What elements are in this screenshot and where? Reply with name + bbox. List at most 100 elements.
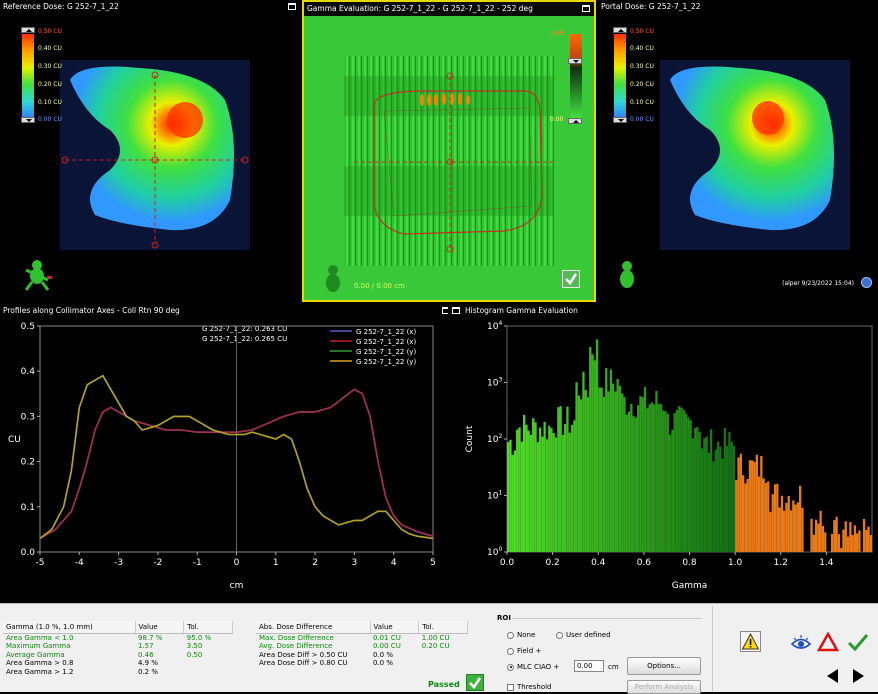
maximize-icon[interactable] <box>288 3 296 10</box>
histogram-bar <box>737 457 740 552</box>
gamma-results-table: Gamma (1.0 %, 1.0 mm) Value Tol. Area Ga… <box>3 621 233 676</box>
histogram-bar <box>739 453 742 552</box>
histogram-bar <box>773 484 777 552</box>
histogram-bar <box>561 434 565 552</box>
colorbar-up-button[interactable] <box>613 27 627 33</box>
histogram-bar <box>662 410 665 552</box>
gamma-header: Gamma (1.0 %, 1.0 mm) <box>3 621 136 634</box>
y-tick-label: 0.4 <box>21 367 36 377</box>
colorbar-down-button[interactable] <box>21 117 35 123</box>
x-tick-label: 3 <box>352 558 358 568</box>
histogram-bar <box>689 420 692 552</box>
margin-input[interactable] <box>574 660 604 672</box>
colorbar-down-button[interactable] <box>568 58 582 64</box>
histogram-bar <box>648 404 651 552</box>
x-tick-label: 2 <box>312 558 318 568</box>
colorbar-up-button[interactable] <box>568 118 582 124</box>
histogram-bar <box>664 411 667 552</box>
profile-readout-1: G 252-7_1_22: 0.263 CU <box>202 325 288 333</box>
histogram-bar <box>760 456 763 552</box>
histogram-bar <box>655 390 658 552</box>
histogram-bar <box>723 428 726 552</box>
histogram-bar <box>653 404 656 552</box>
profile-readout-2: G 252-7_1_22: 0.265 CU <box>202 335 288 343</box>
histogram-bar <box>641 397 644 552</box>
delta-difference-icon[interactable] <box>817 632 839 652</box>
histogram-bar <box>778 507 781 552</box>
histogram-title: Histogram Gamma Evaluation <box>465 306 578 315</box>
reference-dose-panel[interactable]: Reference Dose: G 252-7_1_22 <box>0 0 300 302</box>
histogram-bar <box>552 433 555 552</box>
patient-orientation-icon <box>326 265 340 292</box>
dose-header: Abs. Dose Difference <box>256 621 371 634</box>
histogram-bar <box>728 432 731 552</box>
histogram-bar <box>730 441 733 552</box>
roi-user-defined-radio[interactable]: User defined <box>556 631 611 639</box>
histogram-bar <box>776 483 779 552</box>
y-tick-exponent: 1 <box>498 490 502 497</box>
histogram-bar <box>812 534 815 552</box>
cbar-label: 0.10 CU <box>630 99 654 106</box>
histogram-bar <box>621 393 624 552</box>
table-row: Area Gamma < 1.0 98.7 % 95.0 % <box>3 633 233 642</box>
approve-check-icon[interactable] <box>847 632 869 652</box>
maximize-icon[interactable] <box>442 307 448 314</box>
gamma-evaluation-panel[interactable]: Gamma Evaluation: G 252-7_1_22 - G 252-7… <box>302 0 596 302</box>
histogram-bar <box>513 450 517 552</box>
histogram-bar <box>751 460 754 552</box>
row-tol: 1.00 CU <box>421 633 450 642</box>
x-tick-label: -4 <box>75 558 84 568</box>
histogram-bar <box>696 426 699 552</box>
threshold-checkbox[interactable]: Threshold <box>507 683 552 691</box>
previous-arrow-icon[interactable] <box>825 668 839 684</box>
row-label: Avg. Dose Difference <box>259 642 333 650</box>
histogram-bar <box>611 383 615 552</box>
table-row: Area Dose Diff > 0.50 CU 0.0 % <box>256 651 468 660</box>
plus-icon: + <box>535 647 542 655</box>
row-tol <box>184 659 233 668</box>
row-tol: 0.20 CU <box>421 642 450 650</box>
histogram-bar <box>789 510 793 552</box>
gamma-cbar-bottom: 0.00 <box>550 116 564 123</box>
histogram-bar <box>712 461 715 552</box>
colorbar-up-button[interactable] <box>21 27 35 33</box>
histogram-bar <box>792 500 795 552</box>
options-button[interactable]: Options... <box>627 657 701 675</box>
plus-icon: + <box>553 663 560 671</box>
maximize-icon[interactable] <box>582 5 590 12</box>
accept-check-button[interactable] <box>562 270 580 288</box>
histogram-bar <box>532 418 535 552</box>
tol-header: Tol. <box>418 621 468 634</box>
histogram-bar <box>744 483 747 552</box>
portal-dose-panel[interactable]: Portal Dose: G 252-7_1_22 0.50 CU 0.40 C… <box>598 0 878 302</box>
maximize-icon[interactable] <box>452 307 460 314</box>
x-tick-label: 0 <box>234 558 240 568</box>
roi-field-radio[interactable]: Field + <box>507 647 541 655</box>
histogram-bar <box>596 339 599 552</box>
roi-none-radio[interactable]: None <box>507 631 535 639</box>
info-icon[interactable] <box>861 277 872 288</box>
histogram-bar <box>586 397 590 552</box>
eye-icon[interactable] <box>790 634 812 652</box>
histogram-bar <box>520 442 523 552</box>
roi-mlc-radio[interactable]: MLC CIAO + <box>507 663 559 671</box>
y-tick-label: 102 <box>487 433 502 445</box>
portal-dose-title: Portal Dose: G 252-7_1_22 <box>601 2 701 11</box>
row-tol <box>419 651 468 660</box>
roi-user-defined-label: User defined <box>566 631 611 639</box>
histogram-bar <box>682 409 685 552</box>
profiles-panel[interactable]: Profiles along Collimator Axes - Coll Rt… <box>0 304 448 602</box>
next-arrow-icon[interactable] <box>852 668 866 684</box>
cbar-label: 0.40 CU <box>630 45 654 52</box>
colorbar-down-button[interactable] <box>613 117 627 123</box>
histogram-bar <box>796 502 799 552</box>
legend-entry-0: G 252-7_1_22 (x) <box>356 328 416 336</box>
value-header: Value <box>135 621 185 634</box>
warning-button[interactable] <box>740 631 761 652</box>
histogram-bar <box>630 404 633 552</box>
x-tick-label: -2 <box>153 558 162 568</box>
histogram-bar <box>837 534 841 552</box>
histogram-panel[interactable]: Histogram Gamma Evaluation 0.0 0.2 0.4 0.6 0… <box>450 304 878 602</box>
row-value: 0.46 <box>138 650 154 659</box>
histogram-bar <box>632 416 635 552</box>
